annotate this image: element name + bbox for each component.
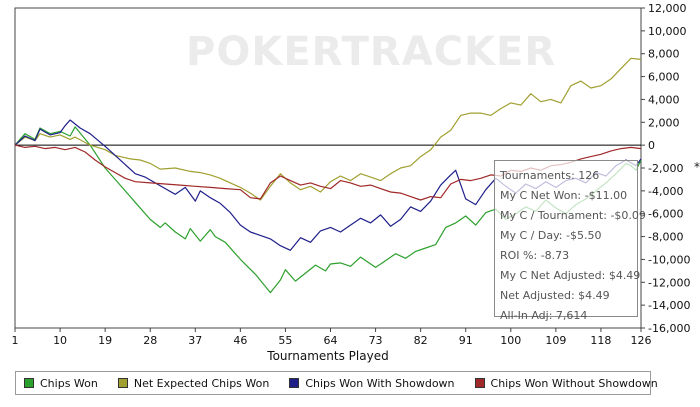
y-tick-label: -16,000 — [648, 322, 690, 335]
y-tick-label: 4,000 — [648, 93, 680, 106]
legend-swatch — [289, 378, 300, 388]
y-tick-label: -4,000 — [648, 185, 683, 198]
legend-swatch — [117, 378, 128, 388]
line-chart: POKERTRACKER12,00010,0008,0006,0004,0002… — [12, 2, 691, 363]
legend-item-with-showdown[interactable]: Chips Won With Showdown — [289, 376, 455, 390]
x-tick-label: 82 — [414, 334, 428, 347]
x-tick-label: 37 — [188, 334, 202, 347]
x-tick-label: 10 — [53, 334, 67, 347]
x-tick-label: 46 — [233, 334, 247, 347]
tooltip-line: ROI %: -8.73 — [500, 249, 570, 262]
y-tick-label: -6,000 — [648, 208, 683, 221]
y-tick-label: -14,000 — [648, 299, 690, 312]
legend-item-without-showdown[interactable]: Chips Won Without Showdown — [474, 376, 658, 390]
x-tick-label: 19 — [98, 334, 112, 347]
x-tick-label: 100 — [500, 334, 521, 347]
y-tick-label: -10,000 — [648, 253, 690, 266]
legend-item-net-expected[interactable]: Net Expected Chips Won — [117, 376, 270, 390]
tooltip-line: Net Adjusted: $4.49 — [500, 289, 610, 302]
tooltip-line: Tournaments: 126 — [500, 169, 600, 182]
legend-label: Net Expected Chips Won — [133, 376, 270, 390]
x-tick-label: 73 — [369, 334, 383, 347]
y-tick-label: 6,000 — [648, 71, 680, 84]
y-tick-label: 12,000 — [648, 2, 687, 15]
tooltip-line: My C Net Adjusted: $4.49 — [500, 269, 641, 282]
y-tick-label: 8,000 — [648, 48, 680, 61]
legend-swatch — [474, 378, 485, 388]
y-tick-label: 0 — [648, 139, 655, 152]
legend-swatch — [24, 378, 34, 388]
x-tick-label: 118 — [590, 334, 611, 347]
marker-symbol: * — [694, 160, 700, 174]
chart-legend: Chips Won Net Expected Chips Won Chips W… — [15, 371, 658, 395]
legend-label: Chips Won Without Showdown — [490, 376, 658, 390]
tooltip-line: My C Net Won: -$11.00 — [500, 189, 628, 202]
chart-area: POKERTRACKER 12,000 10,000 8,000 6,000 4,000 2… — [12, 2, 691, 363]
y-tick-label: -2,000 — [648, 162, 683, 175]
legend-item-chips-won[interactable]: Chips Won — [24, 377, 98, 390]
tooltip-line: My C / Day: -$5.50 — [500, 229, 602, 242]
x-tick-label: 28 — [143, 334, 157, 347]
watermark-text: POKERTRACKER — [186, 29, 556, 75]
y-tick-label: 10,000 — [648, 25, 687, 38]
x-tick-label: 1 — [12, 334, 19, 347]
y-tick-label: -8,000 — [648, 231, 683, 244]
legend-label: Chips Won — [40, 376, 98, 390]
x-tick-label: 55 — [278, 334, 292, 347]
x-tick-label: 64 — [324, 334, 338, 347]
x-axis-title: Tournaments Played — [266, 349, 388, 363]
x-tick-label: 126 — [631, 334, 652, 347]
y-tick-label: -12,000 — [648, 276, 690, 289]
tooltip-line: All-In Adj: 7,614 — [500, 309, 588, 322]
y-tick-label: 2,000 — [648, 116, 680, 129]
legend-label: Chips Won With Showdown — [305, 376, 455, 390]
tooltip-line: My C / Tournament: -$0.09 — [500, 209, 646, 222]
x-tick-label: 109 — [545, 334, 566, 347]
x-tick-label: 91 — [459, 334, 473, 347]
series-line-net-expected-chips-won — [14, 57, 642, 201]
stats-tooltip: Tournaments: 126 My C Net Won: -$11.00 M… — [494, 160, 646, 322]
